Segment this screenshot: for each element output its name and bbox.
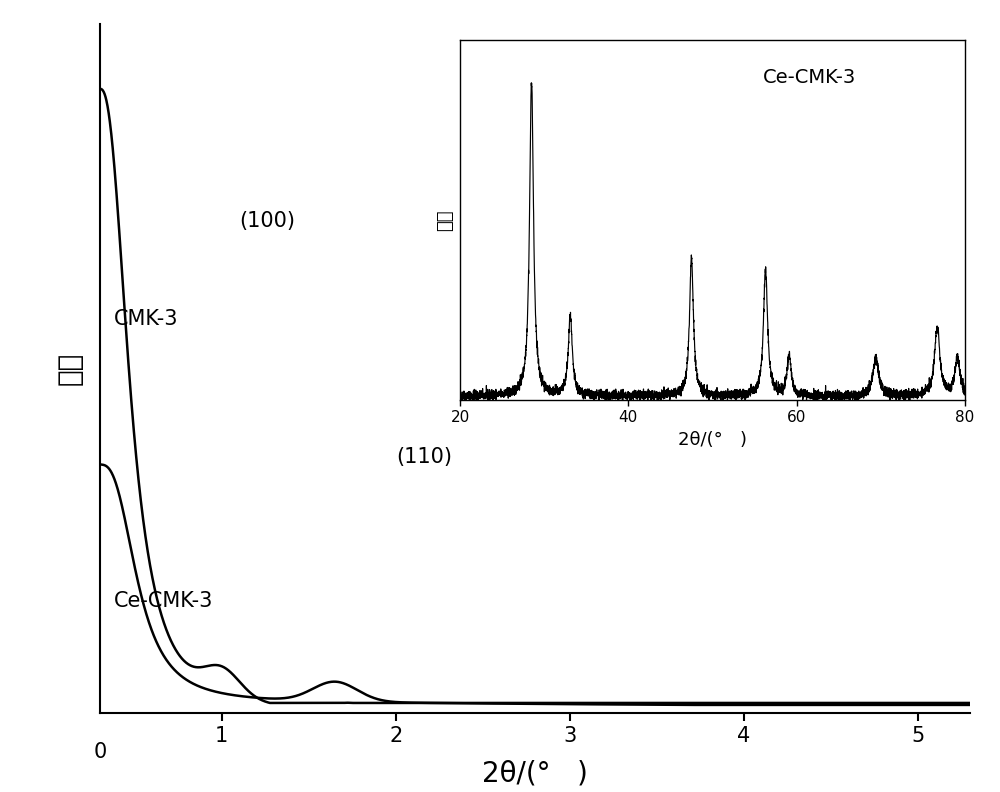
X-axis label: 2θ/(°   ): 2θ/(° )	[678, 431, 747, 449]
X-axis label: 2θ/(°   ): 2θ/(° )	[482, 760, 588, 788]
Y-axis label: 强度: 强度	[436, 209, 454, 230]
Text: Ce-CMK-3: Ce-CMK-3	[763, 68, 856, 87]
Text: CMK-3: CMK-3	[114, 309, 178, 329]
Text: (110): (110)	[396, 447, 452, 467]
Text: Ce-CMK-3: Ce-CMK-3	[114, 592, 213, 611]
Y-axis label: 强度: 强度	[55, 352, 83, 385]
Text: (100): (100)	[239, 211, 295, 231]
Text: 0: 0	[93, 742, 107, 763]
